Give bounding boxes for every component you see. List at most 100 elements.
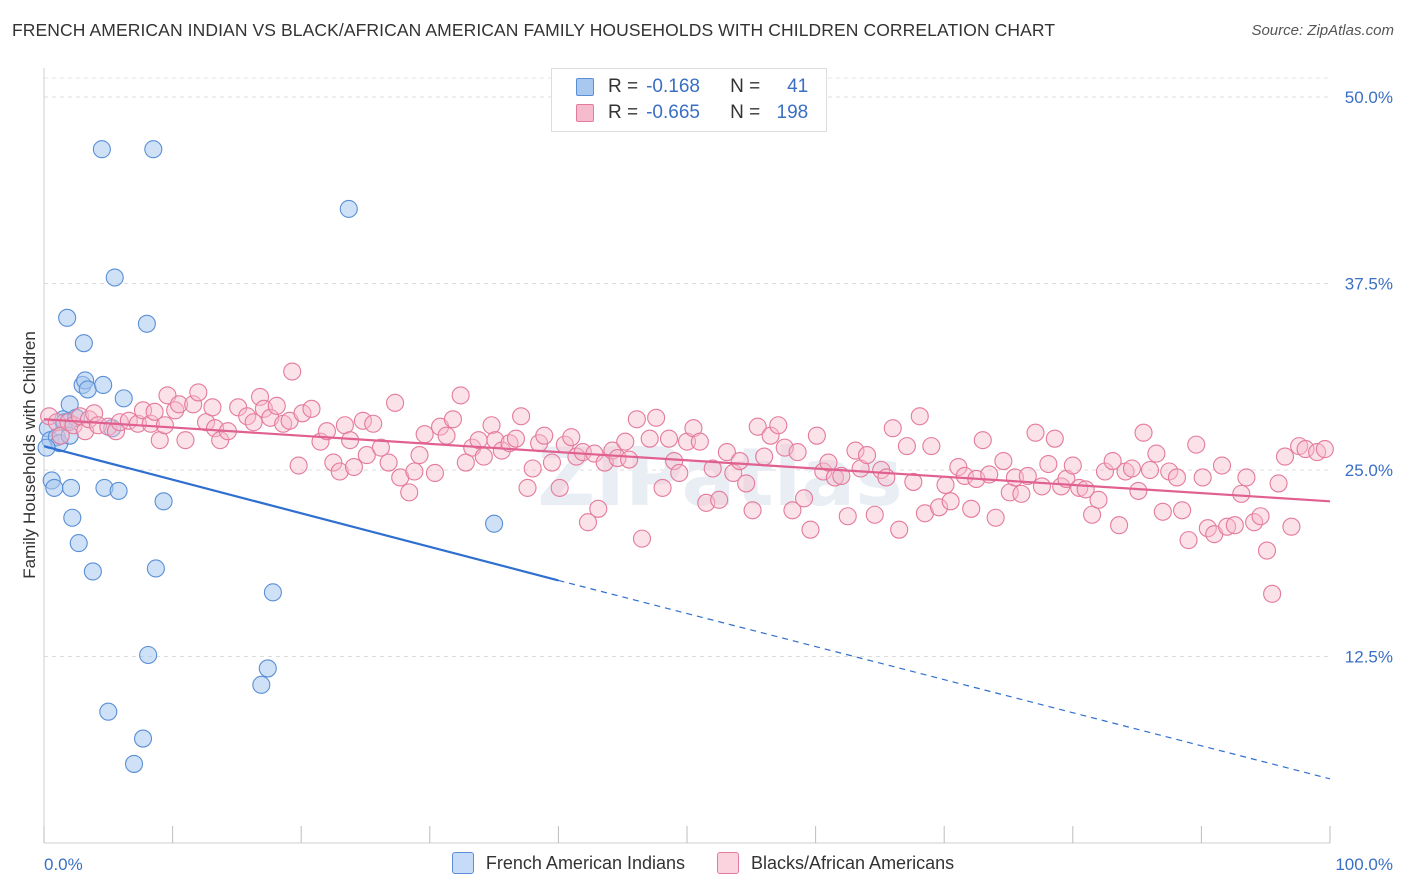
point-black-african-american: [283, 362, 302, 381]
point-french-american-indian: [58, 308, 77, 327]
point-black-african-american: [883, 419, 902, 438]
point-black-african-american: [1012, 484, 1031, 503]
legend-r-value: -0.168: [646, 76, 700, 97]
legend-item-blacks-african-americans: Blacks/African Americans: [717, 852, 954, 874]
point-black-african-american: [710, 490, 729, 509]
point-black-african-american: [769, 416, 788, 435]
point-black-african-american: [405, 462, 424, 481]
point-black-african-american: [357, 446, 376, 465]
point-french-american-indian: [45, 478, 64, 497]
point-black-african-american: [1282, 517, 1301, 536]
point-black-african-american: [857, 446, 877, 465]
point-black-african-american: [890, 520, 909, 539]
point-black-african-american: [244, 413, 263, 432]
point-french-american-indian: [92, 140, 111, 159]
point-black-african-american: [542, 453, 562, 472]
legend-r-label: R =: [608, 102, 639, 123]
point-black-african-american: [293, 404, 312, 423]
point-black-african-american: [189, 383, 208, 402]
point-black-african-american: [620, 450, 639, 469]
point-black-african-american: [562, 428, 581, 447]
point-black-african-american: [1173, 501, 1192, 520]
point-black-african-american: [110, 413, 129, 432]
y-tick-label: 25.0%: [1345, 461, 1393, 480]
point-french-american-indian: [258, 659, 277, 678]
point-black-african-american: [1070, 478, 1089, 497]
point-black-african-american: [670, 463, 689, 483]
point-black-african-american: [659, 429, 679, 448]
point-black-african-american: [1263, 584, 1282, 603]
point-black-african-american: [1187, 435, 1206, 454]
point-french-american-indian: [124, 754, 144, 773]
point-black-african-american: [1089, 490, 1108, 509]
point-black-african-american: [267, 396, 286, 415]
point-black-african-american: [1251, 507, 1270, 526]
point-black-african-american: [51, 426, 70, 445]
legend-n-label: N =: [730, 102, 761, 123]
point-black-african-american: [838, 507, 857, 526]
point-french-american-indian: [133, 729, 153, 748]
point-black-african-american: [523, 459, 542, 478]
point-black-african-american: [640, 429, 659, 448]
y-tick-label: 37.5%: [1345, 275, 1393, 294]
point-black-african-american: [79, 410, 99, 429]
point-black-african-american: [535, 426, 554, 445]
point-french-american-indian: [105, 268, 124, 287]
point-black-african-american: [155, 416, 174, 435]
point-black-african-american: [415, 425, 434, 444]
point-black-african-american: [717, 443, 736, 462]
legend-label: Blacks/African Americans: [751, 852, 955, 873]
point-black-african-american: [451, 386, 470, 405]
point-black-african-american: [482, 416, 501, 435]
point-black-african-american: [922, 437, 941, 456]
legend-row-blacks-african-americans: R = -0.665 N = 198: [576, 101, 808, 125]
point-black-african-american: [949, 457, 968, 477]
point-french-american-indian: [69, 534, 88, 553]
point-black-african-american: [364, 414, 383, 433]
point-black-african-american: [1110, 516, 1129, 535]
point-black-african-american: [1237, 468, 1256, 487]
point-black-african-american: [410, 446, 429, 465]
point-french-american-indian: [94, 375, 113, 395]
point-black-african-american: [456, 453, 475, 472]
point-black-african-american: [973, 431, 992, 450]
point-black-african-american: [897, 437, 916, 456]
point-black-african-american: [1275, 447, 1295, 466]
point-black-african-american: [1122, 459, 1142, 478]
point-black-african-american: [492, 441, 511, 460]
point-black-african-american: [994, 451, 1013, 471]
series-legend: French American Indians Blacks/African A…: [0, 852, 1406, 874]
point-black-african-american: [1218, 517, 1237, 536]
trend-line-french-american-indians: [43, 445, 559, 582]
point-black-african-american: [302, 399, 321, 418]
trend-line-extension: [558, 579, 1331, 780]
point-black-african-american: [196, 413, 216, 432]
point-black-african-american: [386, 393, 405, 412]
point-french-american-indian: [109, 481, 128, 500]
point-black-african-american: [761, 426, 780, 445]
point-black-african-american: [1134, 423, 1153, 442]
point-black-african-american: [910, 407, 929, 426]
point-black-african-american: [578, 513, 598, 532]
point-black-african-american: [1026, 423, 1045, 442]
point-french-american-indian: [78, 380, 97, 399]
point-black-african-american: [324, 453, 343, 472]
chart-title: FRENCH AMERICAN INDIAN VS BLACK/AFRICAN …: [12, 20, 1056, 40]
point-black-african-american: [748, 417, 767, 436]
point-french-american-indian: [339, 199, 358, 218]
point-french-american-indian: [61, 478, 81, 497]
point-black-african-american: [653, 478, 672, 497]
point-black-african-american: [1147, 444, 1166, 463]
point-black-african-american: [106, 422, 126, 441]
point-black-african-american: [1225, 516, 1244, 535]
point-black-african-american: [589, 499, 608, 518]
point-black-african-american: [1167, 468, 1187, 487]
point-french-american-indian: [139, 645, 158, 665]
point-black-african-american: [1032, 477, 1051, 496]
point-black-african-american: [846, 441, 865, 460]
stats-legend: R = -0.168 N = 41 R = -0.665 N = 198: [551, 68, 827, 132]
point-french-american-indian: [485, 514, 504, 533]
point-black-african-american: [1212, 456, 1232, 475]
legend-r-label: R =: [608, 76, 639, 97]
point-black-african-american: [1039, 454, 1058, 474]
